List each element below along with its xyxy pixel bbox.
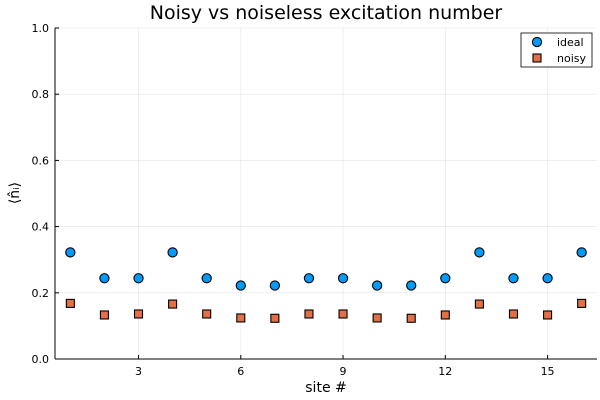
noisy-point xyxy=(133,309,144,319)
y-tick-label: 0.6 xyxy=(32,154,50,167)
x-tick-label: 6 xyxy=(237,365,244,378)
y-tick-label: 0.2 xyxy=(32,287,50,300)
chart-title: Noisy vs noiseless excitation number xyxy=(150,2,503,24)
ideal-point xyxy=(167,247,178,258)
ideal-point xyxy=(99,273,110,284)
noisy-point xyxy=(440,310,450,320)
y-tick-label: 0.4 xyxy=(32,221,50,234)
noisy-point xyxy=(202,309,212,319)
axes xyxy=(54,28,597,360)
ideal-point xyxy=(303,273,315,284)
legend: ideal noisy xyxy=(520,32,593,68)
ideal-point xyxy=(474,247,485,258)
ideal-point xyxy=(576,247,587,258)
ideal-point xyxy=(65,247,76,258)
legend-ideal-label: ideal xyxy=(557,36,584,49)
noisy-point xyxy=(65,298,75,308)
ideal-point xyxy=(371,280,383,291)
y-tick-label: 1.0 xyxy=(32,22,50,35)
noisy-point xyxy=(168,299,178,309)
x-axis-label: site # xyxy=(305,380,346,396)
ideal-point xyxy=(440,273,451,284)
legend-noisy-marker xyxy=(532,53,542,63)
y-tick-label: 0.8 xyxy=(32,88,50,101)
legend-noisy-label: noisy xyxy=(557,52,586,65)
y-tick-label: 0.0 xyxy=(32,353,50,366)
noisy-point xyxy=(508,309,519,319)
noisy-point xyxy=(406,313,416,323)
grid-lines xyxy=(55,27,597,360)
noisy-point xyxy=(99,310,109,320)
ideal-point xyxy=(542,273,553,284)
noisy-point xyxy=(474,299,484,309)
noisy-point xyxy=(304,309,314,319)
ideal-point xyxy=(201,273,212,284)
noisy-point xyxy=(236,313,246,323)
ideal-point xyxy=(406,280,417,291)
noisy-point xyxy=(372,313,382,323)
tick-layer: 3 6 9 12 15 0.0 0.2 0.4 0.6 0.8 1.0 xyxy=(32,22,555,378)
x-tick-label: 12 xyxy=(438,365,452,378)
ideal-point xyxy=(337,273,349,284)
x-tick-label: 9 xyxy=(340,365,347,378)
noisy-point xyxy=(270,313,280,323)
y-axis-label: ⟨n̂ᵢ⟩ xyxy=(7,182,23,204)
ideal-point xyxy=(133,273,144,284)
ideal-point xyxy=(269,280,281,291)
x-tick-label: 3 xyxy=(135,365,142,378)
ideal-point xyxy=(508,273,519,284)
noisy-point xyxy=(543,310,553,320)
noisy-point xyxy=(577,298,587,308)
points-layer xyxy=(65,247,587,323)
x-tick-label: 15 xyxy=(541,365,555,378)
noisy-point xyxy=(338,309,348,319)
legend-ideal-marker xyxy=(531,36,543,48)
ideal-point xyxy=(235,280,246,291)
